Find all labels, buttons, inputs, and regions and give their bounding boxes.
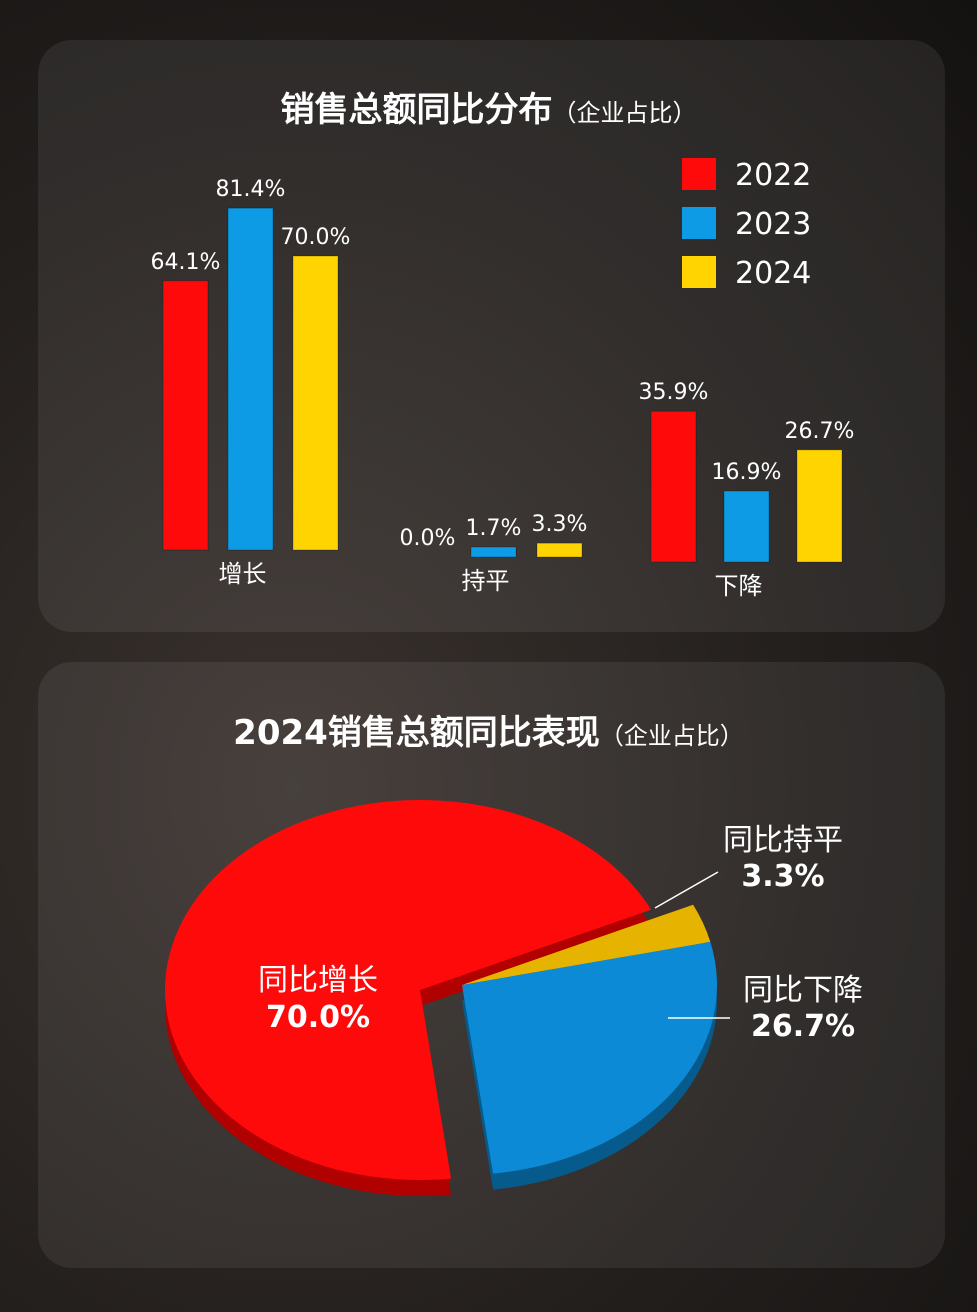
bar-value-label: 81.4% [216, 177, 286, 202]
bar-2024-下降 [796, 449, 843, 563]
pie-value: 3.3% [741, 859, 824, 894]
bar-value-label: 26.7% [785, 419, 855, 444]
bar-2023-持平 [470, 546, 517, 558]
pie-label: 同比增长 [258, 963, 378, 998]
bar-value-label: 16.9% [712, 460, 782, 485]
bar-value-label: 3.3% [532, 512, 588, 537]
bar-value-label: 35.9% [639, 380, 709, 405]
pie-value: 26.7% [751, 1009, 855, 1044]
legend-swatch-2022 [682, 158, 716, 190]
pie-chart-title: 2024销售总额同比表现（企业占比） [233, 713, 744, 753]
bar-2022-增长 [162, 280, 209, 551]
pie-value: 70.0% [266, 1000, 370, 1035]
legend-swatch-2023 [682, 207, 716, 239]
pie-label: 同比持平 [723, 823, 843, 858]
bar-2023-增长 [227, 207, 274, 551]
category-label: 下降 [715, 572, 763, 600]
bar-2023-下降 [723, 490, 770, 563]
pie-slice-同比增长 [165, 799, 652, 1180]
bar-value-label: 64.1% [151, 250, 221, 275]
category-label: 增长 [219, 560, 267, 588]
pie-slice-同比下降 [462, 941, 717, 1174]
legend-label-2024: 2024 [735, 256, 811, 291]
category-label: 持平 [462, 567, 510, 595]
legend-label-2023: 2023 [735, 207, 811, 242]
bar-value-label: 70.0% [281, 225, 351, 250]
legend-swatch-2024 [682, 256, 716, 288]
bar-2024-持平 [536, 542, 583, 558]
bar-chart-title: 销售总额同比分布（企业占比） [280, 90, 697, 130]
legend-label-2022: 2022 [735, 158, 811, 193]
pie-label: 同比下降 [743, 973, 863, 1008]
pie-slice-同比持平 [462, 904, 711, 985]
leader-line [654, 871, 719, 909]
bar-2024-增长 [292, 255, 339, 551]
bar-value-label: 0.0% [400, 526, 456, 551]
bar-value-label: 1.7% [466, 516, 522, 541]
bar-2022-下降 [650, 410, 697, 563]
